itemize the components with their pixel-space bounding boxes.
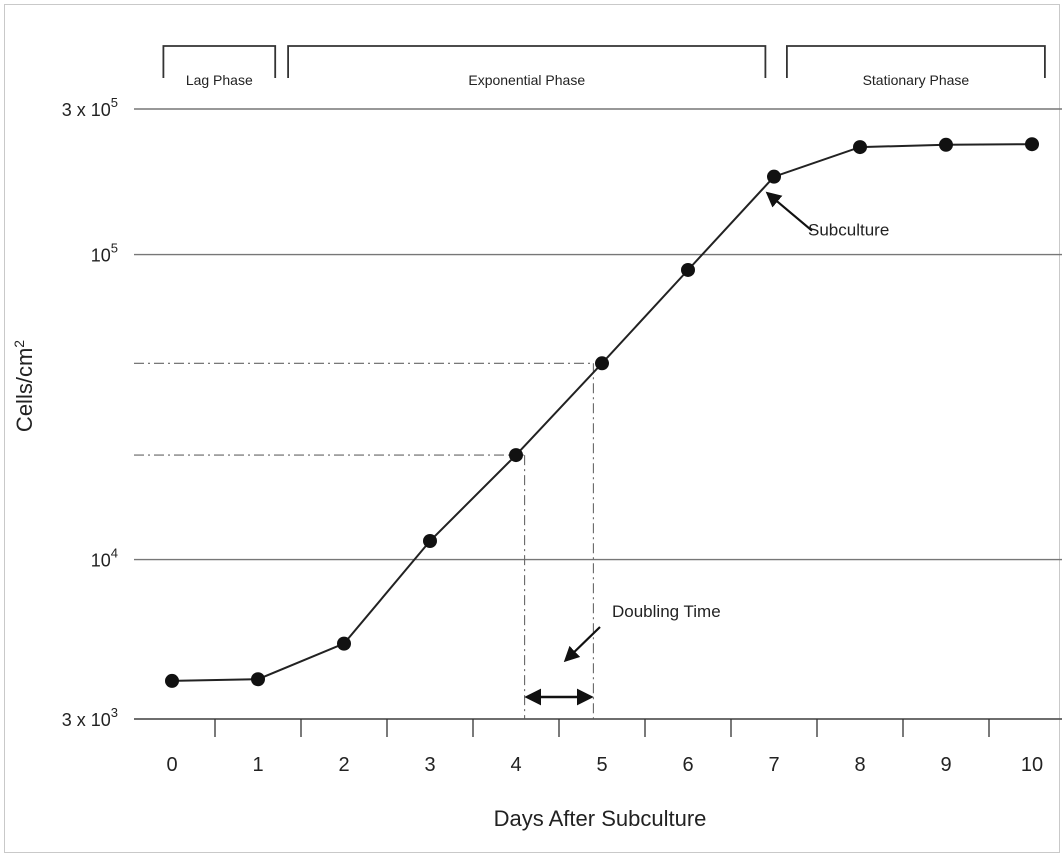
x-tick-label: 4	[510, 754, 521, 776]
y-tick-label-exponent: 5	[111, 95, 118, 110]
y-axis-title: Cells/cm2	[11, 340, 37, 432]
x-tick-label: 7	[768, 754, 779, 776]
y-tick-label-exponent: 4	[111, 546, 118, 561]
x-axis-title: Days After Subculture	[494, 806, 707, 831]
x-tick-label: 8	[854, 754, 865, 776]
y-axis-tick-labels: 3 x 103 104 105 3 x 105	[62, 95, 118, 730]
phase-bracket	[287, 45, 767, 78]
x-tick-label: 9	[940, 754, 951, 776]
subculture-label: Subculture	[808, 221, 889, 240]
data-point	[939, 137, 953, 152]
x-tick-label: 2	[338, 754, 349, 776]
doubling-guide-lines	[134, 362, 594, 719]
data-point	[165, 673, 179, 688]
y-tick-label-exponent: 5	[111, 241, 118, 256]
x-tick-label: 10	[1021, 754, 1043, 776]
phase-label: Stationary Phase	[863, 72, 970, 88]
data-point	[509, 448, 523, 463]
phase-brackets: Lag Phase Exponential Phase Stationary Pha…	[162, 45, 1046, 88]
x-tick-label: 6	[682, 754, 693, 776]
doubling-time-arrow	[563, 626, 601, 663]
y-tick-label-exponent: 3	[111, 705, 118, 720]
data-point	[595, 356, 609, 371]
series-line	[171, 143, 1033, 682]
data-point	[853, 140, 867, 155]
data-points	[165, 137, 1039, 688]
data-point	[1025, 137, 1039, 152]
y-tick-label: 104	[91, 546, 118, 571]
x-tick-label: 1	[252, 754, 263, 776]
y-tick-label: 3 x 103	[62, 705, 118, 730]
x-tick-label: 3	[424, 754, 435, 776]
doubling-time-label: Doubling Time	[612, 602, 721, 621]
x-tick-label: 5	[596, 754, 607, 776]
chart-frame	[4, 4, 1060, 853]
phase-bracket	[786, 45, 1046, 78]
y-tick-label: 3 x 105	[62, 95, 118, 120]
subculture-arrow	[765, 191, 813, 232]
phase-bracket	[162, 45, 277, 78]
data-point	[251, 672, 265, 687]
y-tick-label: 105	[91, 241, 118, 266]
data-point	[423, 534, 437, 549]
phase-label: Exponential Phase	[468, 72, 585, 88]
data-point	[767, 169, 781, 184]
data-point	[681, 262, 695, 277]
y-axis-title-superscript: 2	[11, 340, 27, 348]
annotations: Subculture Doubling Time	[524, 191, 889, 706]
x-axis: 0 1 2 3 4 5 6 7 8 9 10	[134, 718, 1062, 776]
data-point	[337, 636, 351, 651]
phase-label: Lag Phase	[186, 72, 253, 88]
x-tick-label: 0	[166, 754, 177, 776]
